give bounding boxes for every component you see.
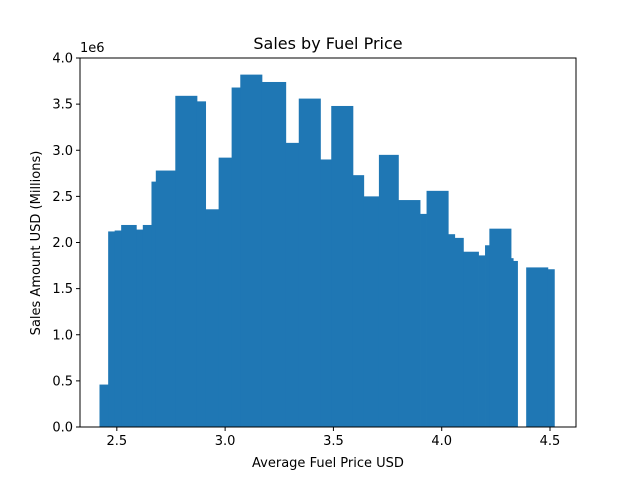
x-tick-label-4: 4.5 bbox=[540, 434, 561, 449]
bar-8 bbox=[175, 95, 198, 427]
bar-18 bbox=[331, 105, 354, 427]
y-tick-label-1: 0.5 bbox=[52, 374, 73, 389]
bar-27 bbox=[463, 251, 479, 427]
y-axis-ticks: 0.0 0.5 1.0 1.5 2.0 2.5 3.0 3.5 4.0 bbox=[52, 52, 80, 436]
y-tick-label-2: 1.0 bbox=[52, 328, 73, 343]
bar-26 bbox=[454, 237, 464, 427]
bar-23 bbox=[420, 213, 427, 427]
bar-7 bbox=[155, 170, 176, 428]
bar-29 bbox=[485, 245, 490, 427]
y-axis-label: Sales Amount USD (Millions) bbox=[29, 151, 44, 336]
bar-21 bbox=[378, 154, 399, 428]
bar-11 bbox=[218, 157, 233, 427]
y-tick-label-8: 4.0 bbox=[52, 52, 73, 67]
bar-22 bbox=[398, 200, 421, 427]
bar-6 bbox=[151, 181, 157, 427]
bar-3 bbox=[121, 224, 137, 427]
x-axis-ticks: 2.5 3.0 3.5 4.0 4.5 bbox=[106, 427, 560, 449]
x-tick-label-2: 3.5 bbox=[323, 434, 344, 449]
bar-34 bbox=[547, 269, 555, 427]
bar-15 bbox=[285, 142, 300, 427]
bar-30 bbox=[489, 228, 512, 427]
bar-9 bbox=[196, 101, 207, 428]
y-tick-label-5: 2.5 bbox=[52, 190, 73, 205]
bar-4 bbox=[136, 229, 144, 427]
bar-28 bbox=[478, 255, 486, 427]
bar-25 bbox=[448, 234, 456, 427]
y-tick-label-3: 1.5 bbox=[52, 282, 73, 297]
bar-16 bbox=[298, 98, 321, 427]
bar-20 bbox=[363, 196, 380, 428]
bar-33 bbox=[526, 267, 549, 427]
chart-title: Sales by Fuel Price bbox=[253, 34, 402, 53]
bar-32 bbox=[513, 260, 518, 427]
x-tick-label-1: 3.0 bbox=[215, 434, 236, 449]
x-tick-label-3: 4.0 bbox=[431, 434, 452, 449]
y-axis-offset-label: 1e6 bbox=[80, 41, 105, 56]
y-tick-label-0: 0.0 bbox=[52, 421, 73, 436]
y-tick-label-4: 2.0 bbox=[52, 236, 73, 251]
bar-14 bbox=[261, 81, 287, 427]
bar-12 bbox=[231, 87, 241, 428]
bar-19 bbox=[352, 175, 365, 427]
bar-13 bbox=[240, 74, 263, 428]
x-tick-label-0: 2.5 bbox=[106, 434, 127, 449]
bar-0 bbox=[99, 384, 109, 427]
bar-24 bbox=[426, 190, 449, 427]
x-axis-label: Average Fuel Price USD bbox=[252, 456, 404, 471]
bar-10 bbox=[205, 209, 220, 427]
y-tick-label-6: 3.0 bbox=[52, 144, 73, 159]
bar-31 bbox=[511, 258, 514, 427]
bars-group bbox=[99, 74, 555, 428]
y-tick-label-7: 3.5 bbox=[52, 98, 73, 113]
bar-17 bbox=[320, 159, 332, 428]
bar-1 bbox=[108, 231, 116, 427]
bar-2 bbox=[114, 230, 122, 427]
bar-5 bbox=[142, 224, 152, 427]
